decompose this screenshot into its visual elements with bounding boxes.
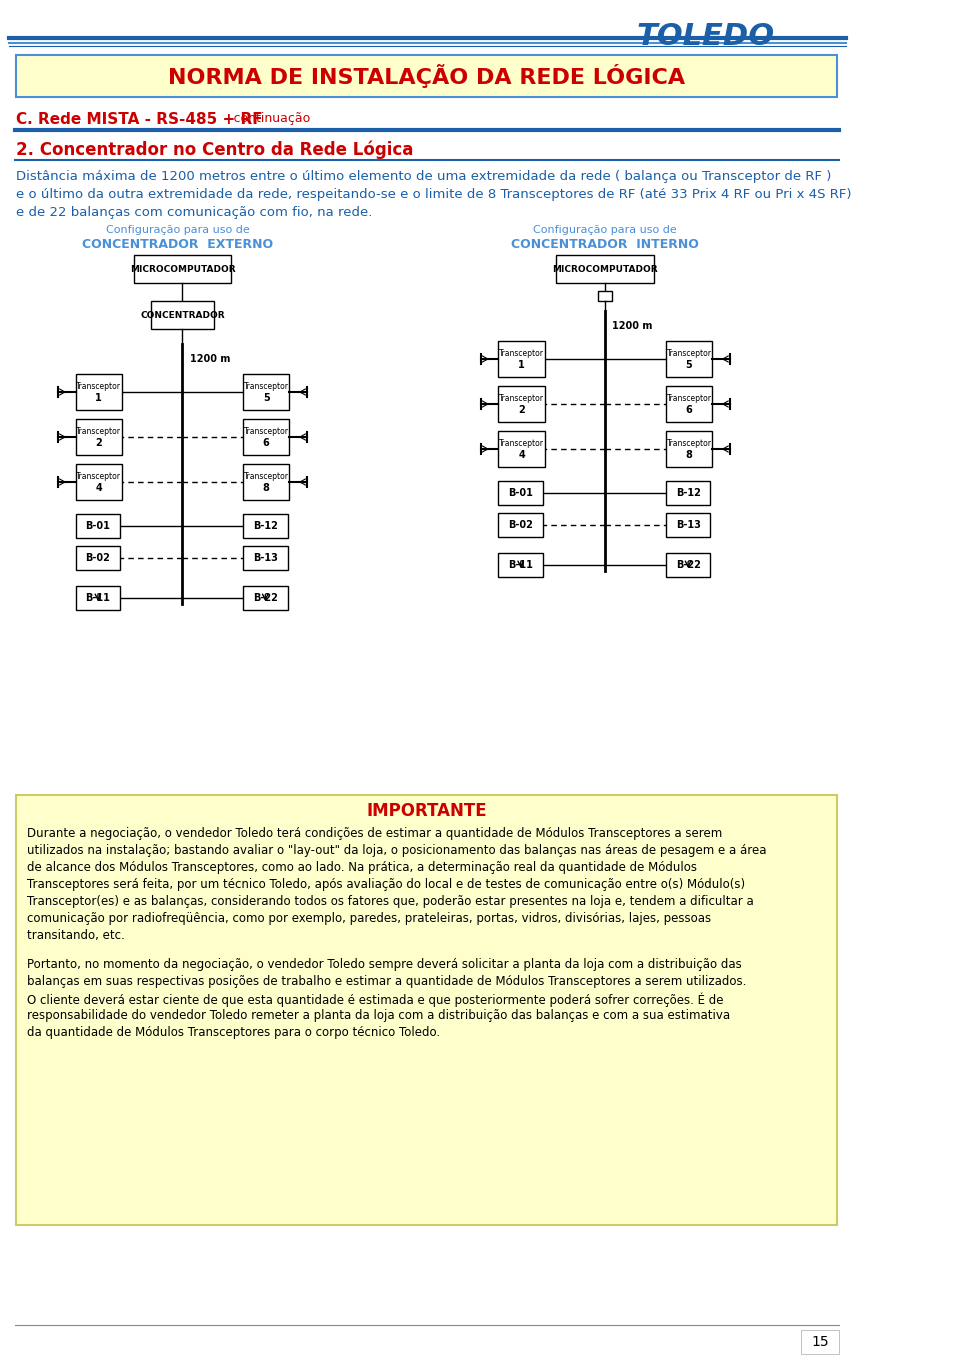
Text: Transceptor: Transceptor	[666, 393, 711, 403]
Text: Transceptor: Transceptor	[666, 438, 711, 448]
Text: MICROCOMPUTADOR: MICROCOMPUTADOR	[130, 264, 235, 274]
Text: 8: 8	[263, 484, 270, 493]
Text: Transceptor: Transceptor	[76, 381, 121, 390]
Bar	[498, 341, 544, 377]
Text: B-02: B-02	[508, 521, 533, 530]
Text: B-11: B-11	[508, 560, 533, 570]
Text: B-02: B-02	[85, 553, 110, 563]
Text: B-01: B-01	[508, 488, 533, 499]
Text: Transceptor: Transceptor	[244, 426, 289, 436]
Bar	[243, 586, 288, 610]
Bar	[243, 464, 289, 500]
Text: Transceptor: Transceptor	[244, 381, 289, 390]
Bar	[76, 374, 122, 410]
Bar	[152, 301, 214, 329]
Text: Transceptor: Transceptor	[499, 393, 544, 403]
Text: 2: 2	[95, 438, 102, 448]
Text: e o último da outra extremidade da rede, respeitando-se e o limite de 8 Transcep: e o último da outra extremidade da rede,…	[16, 188, 852, 201]
Bar	[498, 386, 544, 422]
Bar	[243, 514, 288, 538]
Text: B-22: B-22	[252, 593, 277, 603]
Text: comunicação por radiofreqüência, como por exemplo, paredes, prateleiras, portas,: comunicação por radiofreqüência, como po…	[27, 912, 710, 925]
Text: MICROCOMPUTADOR: MICROCOMPUTADOR	[553, 264, 659, 274]
Text: 6: 6	[685, 406, 692, 415]
Text: Transceptores será feita, por um técnico Toledo, após avaliação do local e de te: Transceptores será feita, por um técnico…	[27, 878, 745, 891]
FancyBboxPatch shape	[16, 55, 837, 97]
Bar	[498, 553, 543, 577]
Text: 5: 5	[263, 393, 270, 403]
Text: Transceptor: Transceptor	[244, 471, 289, 481]
Bar	[666, 386, 712, 422]
Text: 1200 m: 1200 m	[612, 321, 653, 332]
Text: balanças em suas respectivas posições de trabalho e estimar a quantidade de Módu: balanças em suas respectivas posições de…	[27, 975, 746, 988]
Text: B-11: B-11	[85, 593, 110, 603]
Text: 1200 m: 1200 m	[190, 353, 230, 364]
Text: 4: 4	[95, 484, 102, 493]
Bar	[76, 547, 120, 570]
Text: IMPORTANTE: IMPORTANTE	[366, 801, 487, 821]
Text: CONCENTRADOR: CONCENTRADOR	[140, 311, 225, 319]
Text: 2: 2	[518, 406, 525, 415]
Text: Transceptor: Transceptor	[76, 426, 121, 436]
Text: 1: 1	[95, 393, 102, 403]
Text: Configuração para uso de: Configuração para uso de	[534, 225, 677, 236]
Text: B-12: B-12	[252, 521, 277, 532]
Text: de alcance dos Módulos Transceptores, como ao lado. Na prática, a determinação r: de alcance dos Módulos Transceptores, co…	[27, 860, 697, 874]
Text: CONCENTRADOR  INTERNO: CONCENTRADOR INTERNO	[512, 238, 699, 251]
Text: B-13: B-13	[676, 521, 701, 530]
Bar	[666, 481, 710, 506]
Bar	[557, 255, 655, 284]
Text: Configuração para uso de: Configuração para uso de	[107, 225, 250, 236]
Text: O cliente deverá estar ciente de que esta quantidade é estimada e que posteriorm: O cliente deverá estar ciente de que est…	[27, 992, 723, 1007]
Text: - continuação: - continuação	[221, 112, 310, 125]
Bar	[666, 341, 712, 377]
Bar	[243, 419, 289, 455]
Text: B-22: B-22	[676, 560, 701, 570]
Bar	[76, 514, 120, 538]
Text: 5: 5	[685, 360, 692, 370]
Bar	[76, 464, 122, 500]
Bar	[666, 512, 710, 537]
Text: Transceptor: Transceptor	[666, 348, 711, 358]
Text: Portanto, no momento da negociação, o vendedor Toledo sempre deverá solicitar a : Portanto, no momento da negociação, o ve…	[27, 958, 741, 971]
Bar	[133, 255, 231, 284]
Bar	[666, 432, 712, 467]
Text: B-13: B-13	[252, 553, 277, 563]
Bar	[76, 419, 122, 455]
Bar	[498, 481, 543, 506]
Text: B-12: B-12	[676, 488, 701, 499]
Bar	[498, 512, 543, 537]
Text: e de 22 balanças com comunicação com fio, na rede.: e de 22 balanças com comunicação com fio…	[16, 206, 372, 219]
Text: 6: 6	[263, 438, 270, 448]
Bar	[243, 374, 289, 410]
Bar	[598, 290, 612, 301]
Bar	[666, 553, 710, 577]
Text: CONCENTRADOR  EXTERNO: CONCENTRADOR EXTERNO	[83, 238, 274, 251]
Text: Transceptor: Transceptor	[499, 348, 544, 358]
Text: C. Rede MISTA - RS-485 + RF: C. Rede MISTA - RS-485 + RF	[16, 112, 263, 127]
Text: transitando, etc.: transitando, etc.	[27, 929, 125, 943]
Bar	[243, 547, 288, 570]
Text: 8: 8	[685, 449, 692, 460]
Text: 1: 1	[518, 360, 525, 370]
Bar	[498, 432, 544, 467]
Text: utilizados na instalação; bastando avaliar o "lay-out" da loja, o posicionamento: utilizados na instalação; bastando avali…	[27, 844, 766, 858]
Text: 15: 15	[811, 1334, 828, 1349]
Text: responsabilidade do vendedor Toledo remeter a planta da loja com a distribuição : responsabilidade do vendedor Toledo reme…	[27, 1008, 730, 1022]
Text: Durante a negociação, o vendedor Toledo terá condições de estimar a quantidade d: Durante a negociação, o vendedor Toledo …	[27, 827, 722, 840]
Text: B-01: B-01	[85, 521, 110, 532]
Text: TOLEDO: TOLEDO	[636, 22, 775, 51]
Text: Transceptor(es) e as balanças, considerando todos os fatores que, poderão estar : Transceptor(es) e as balanças, considera…	[27, 895, 754, 908]
Bar	[76, 586, 120, 610]
Text: Distância máxima de 1200 metros entre o último elemento de uma extremidade da re: Distância máxima de 1200 metros entre o …	[16, 170, 831, 184]
Text: NORMA DE INSTALAÇÃO DA REDE LÓGICA: NORMA DE INSTALAÇÃO DA REDE LÓGICA	[168, 64, 684, 88]
Text: 2. Concentrador no Centro da Rede Lógica: 2. Concentrador no Centro da Rede Lógica	[16, 140, 414, 159]
Bar	[802, 1330, 838, 1354]
Text: da quantidade de Módulos Transceptores para o corpo técnico Toledo.: da quantidade de Módulos Transceptores p…	[27, 1026, 440, 1038]
Text: Transceptor: Transceptor	[76, 471, 121, 481]
Text: Transceptor: Transceptor	[499, 438, 544, 448]
Text: 4: 4	[518, 449, 525, 460]
FancyBboxPatch shape	[16, 795, 837, 1225]
